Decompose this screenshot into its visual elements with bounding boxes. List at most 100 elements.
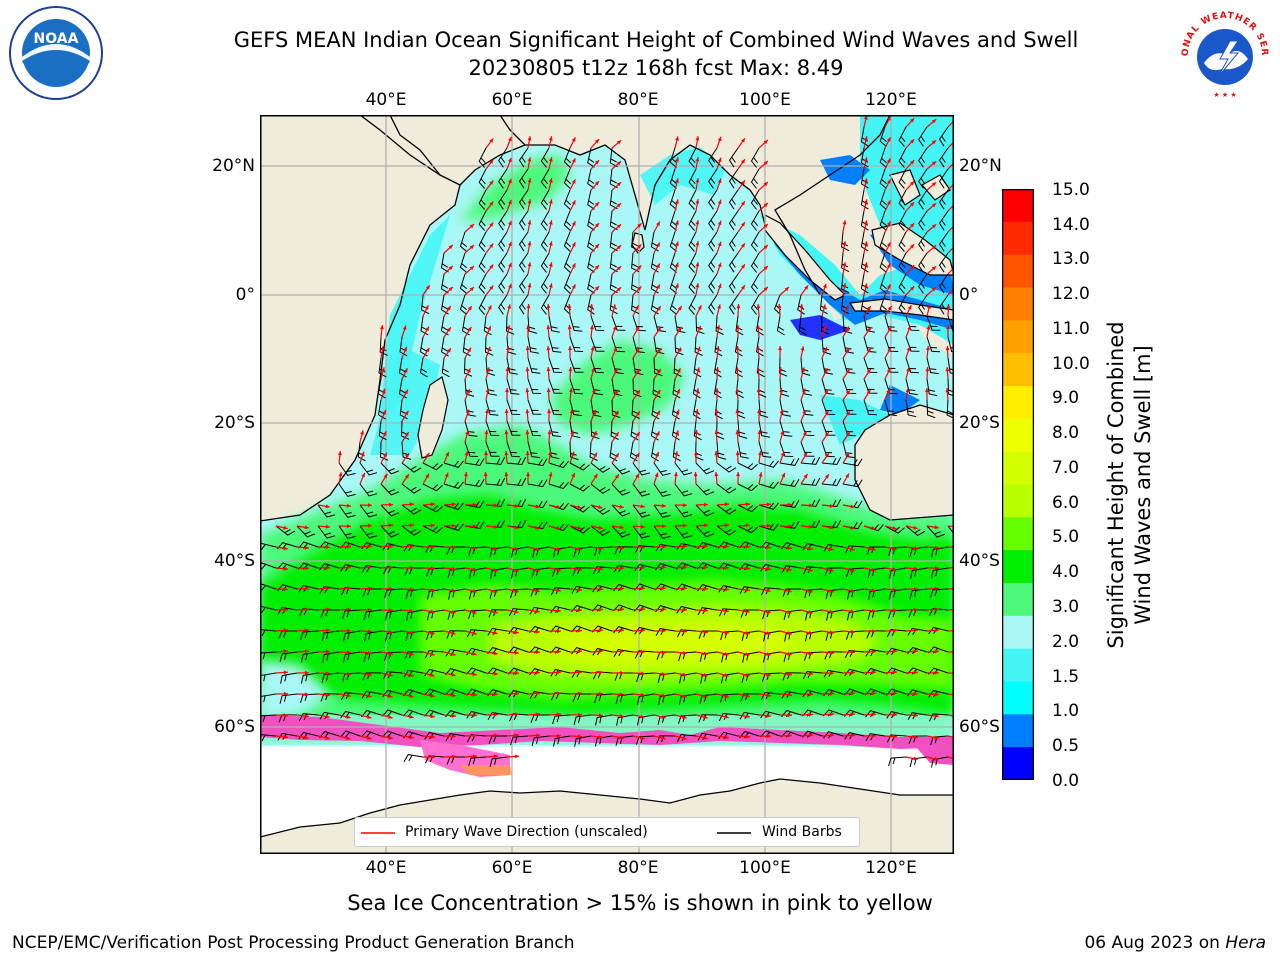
wave-direction-arrowhead (926, 325, 931, 330)
wave-direction-arrowhead (486, 346, 491, 352)
wind-barb (938, 189, 949, 210)
wave-direction-arrowhead (527, 199, 532, 204)
wind-barb (938, 252, 949, 273)
wind-barb (758, 420, 770, 438)
wind-barb (609, 231, 618, 252)
wave-direction-arrowhead (863, 157, 868, 162)
wave-direction-arrowhead (598, 735, 603, 739)
wave-direction-arrowhead (886, 263, 891, 268)
svg-text:★ ★ ★: ★ ★ ★ (1213, 91, 1236, 99)
wave-direction-arrowhead (598, 525, 603, 530)
wave-direction-arrowhead (612, 304, 616, 309)
wave-direction-arrow (947, 203, 954, 212)
wave-direction-arrowhead (635, 432, 640, 437)
wave-direction-arrowhead (661, 544, 666, 549)
wind-barb (342, 630, 361, 642)
wind-barb (918, 189, 928, 210)
wave-direction-arrowhead (616, 140, 622, 145)
wind-barb (279, 651, 298, 663)
wave-direction-arrowhead (535, 568, 540, 572)
wave-direction-arrowhead (913, 691, 918, 696)
wind-barb (510, 735, 529, 746)
wave-direction-arrowhead (346, 672, 351, 676)
wave-direction-arrowhead (598, 649, 603, 654)
wave-direction-arrowhead (527, 178, 532, 183)
wave-direction-arrowhead (863, 136, 868, 141)
wave-direction-arrowhead (527, 136, 532, 141)
wave-direction-arrowhead (483, 472, 488, 477)
wave-direction-arrowhead (850, 526, 855, 530)
wind-barb (506, 477, 527, 487)
wave-direction-arrowhead (892, 546, 897, 551)
wave-direction-arrowhead (886, 158, 891, 163)
wind-barb (728, 252, 739, 273)
wave-direction-arrowhead (675, 409, 680, 415)
wave-direction-arrowhead (304, 714, 309, 718)
wave-direction-arrowhead (934, 692, 939, 697)
wave-direction-arrowhead (756, 304, 761, 309)
wave-direction-arrowhead (850, 712, 855, 717)
left-lat-tick: 20°N (212, 156, 255, 176)
wind-barb (485, 420, 500, 436)
wave-direction-arrowhead (808, 692, 813, 697)
wave-direction-arrowhead (931, 224, 937, 229)
wave-direction-arrowhead (556, 567, 561, 572)
wave-direction-arrowhead (842, 241, 847, 246)
wave-direction-arrowhead (593, 452, 597, 458)
wave-direction-arrowhead (886, 242, 891, 247)
wave-direction-arrowhead (763, 245, 768, 250)
wave-direction-arrowhead (717, 136, 722, 142)
wave-direction-arrowhead (724, 523, 729, 528)
wind-barb (611, 483, 631, 496)
wave-direction-arrowhead (444, 472, 449, 478)
wave-direction-arrowhead (283, 525, 288, 530)
wave-direction-arrowhead (925, 346, 930, 351)
wave-direction-arrowhead (741, 264, 745, 269)
wind-barb (669, 147, 677, 168)
wave-direction-arrowhead (824, 453, 829, 458)
wind-barb (947, 525, 954, 535)
wave-direction-arrowhead (913, 525, 918, 530)
colorbar-swatch (1002, 747, 1034, 780)
wave-direction-arrowhead (845, 369, 850, 374)
wave-direction-arrow (947, 672, 954, 674)
wind-barb (485, 399, 499, 416)
wave-direction-arrowhead (784, 287, 789, 292)
wave-direction-arrowhead (472, 672, 477, 677)
wave-direction-arrowhead (703, 586, 708, 591)
wind-barb (926, 525, 945, 538)
wind-barb (403, 688, 424, 697)
wave-direction-arrowhead (741, 243, 745, 248)
wind-barb (708, 252, 718, 273)
wave-direction-arrowhead (472, 713, 477, 718)
wave-direction-arrowhead (763, 203, 768, 208)
wave-direction-arrowhead (616, 245, 622, 250)
wave-direction-arrowhead (570, 451, 575, 457)
wave-direction-arrowhead (824, 432, 829, 437)
wave-direction-arrowhead (467, 326, 472, 332)
wave-direction-arrowhead (535, 609, 540, 614)
wave-direction-arrowhead (913, 628, 918, 633)
wave-direction-arrowhead (787, 546, 792, 550)
wave-direction-arrowhead (850, 650, 855, 655)
wind-barb (506, 399, 521, 415)
wave-direction-arrowhead (766, 545, 771, 550)
wave-direction-arrowhead (508, 220, 512, 226)
wave-direction-arrowhead (913, 649, 918, 654)
wave-direction-arrowhead (594, 223, 600, 228)
wave-direction-arrowhead (910, 223, 915, 228)
wind-barb (587, 147, 595, 168)
wind-barb (938, 273, 949, 294)
wind-barb (779, 479, 800, 487)
wave-direction-arrowhead (616, 287, 622, 292)
wave-direction-arrowhead (887, 347, 891, 352)
wave-direction-arrowhead (863, 262, 868, 267)
wave-direction-arrowhead (931, 140, 937, 145)
wave-direction-arrowhead (619, 607, 624, 612)
wave-direction-arrowhead (338, 451, 342, 456)
wave-direction-arrowhead (934, 566, 939, 571)
colorbar-tick: 0.0 (1052, 771, 1080, 791)
wave-direction-arrowhead (514, 589, 519, 593)
wave-direction-arrowhead (674, 472, 678, 477)
wave-direction-arrowhead (766, 693, 771, 698)
